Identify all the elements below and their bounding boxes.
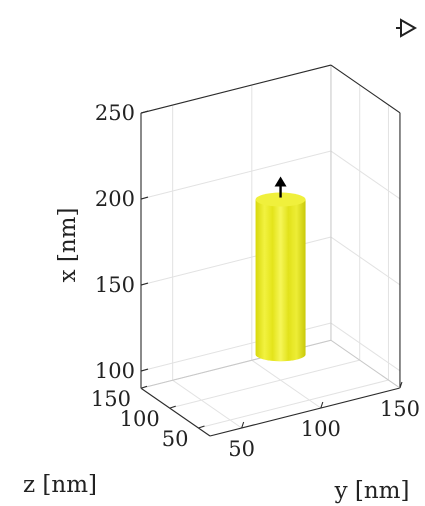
rod-body (255, 199, 306, 362)
z-tick-label: 50 (162, 427, 189, 451)
side-gridline (330, 150, 401, 200)
x-tick-label: 100 (95, 359, 135, 383)
z-tick-label: 150 (91, 387, 131, 411)
y-tick-mark (320, 401, 324, 409)
rotate-3d-icon[interactable] (396, 18, 418, 38)
x-tick-mark (140, 282, 149, 286)
back-gridline (140, 150, 332, 200)
direction-arrow (274, 176, 287, 198)
y-tick-label: 150 (380, 397, 420, 421)
x-tick-label: 150 (95, 273, 135, 297)
y-tick-mark (399, 381, 403, 389)
rod-top-cap (255, 192, 306, 207)
z-tick-label: 100 (120, 407, 160, 431)
side-gridline (330, 322, 401, 372)
x-axis-label: x [nm] (55, 208, 81, 283)
x-tick-label: 200 (95, 187, 135, 211)
y-tick-label: 50 (228, 437, 255, 461)
box-edge (140, 64, 332, 114)
side-gridline (330, 236, 401, 286)
box-edge (330, 339, 401, 389)
nanorod-surface (255, 192, 306, 362)
floor-gridline (251, 359, 322, 409)
y-axis-label: y [nm] (334, 478, 410, 504)
y-tick-mark (241, 421, 245, 429)
x-tick-labels: 100 150 200 250 (95, 101, 135, 383)
z-tick-mark (169, 405, 176, 409)
floor-gridline (172, 379, 242, 429)
axes-box (140, 64, 403, 437)
z-axis-label: z [nm] (23, 472, 97, 498)
x-tick-label: 250 (95, 101, 135, 125)
z-tick-mark (140, 385, 148, 389)
floor-gridline (198, 379, 389, 429)
box-edge (330, 64, 401, 114)
x-tick-mark (140, 368, 149, 372)
arrow-head (274, 176, 287, 187)
floor-gridline (169, 359, 360, 409)
z-tick-mark (198, 425, 205, 429)
x-tick-mark (140, 196, 149, 200)
y-tick-label: 100 (301, 417, 341, 441)
x-tick-mark (140, 110, 149, 114)
y-tick-labels: 50 100 150 (228, 397, 420, 461)
